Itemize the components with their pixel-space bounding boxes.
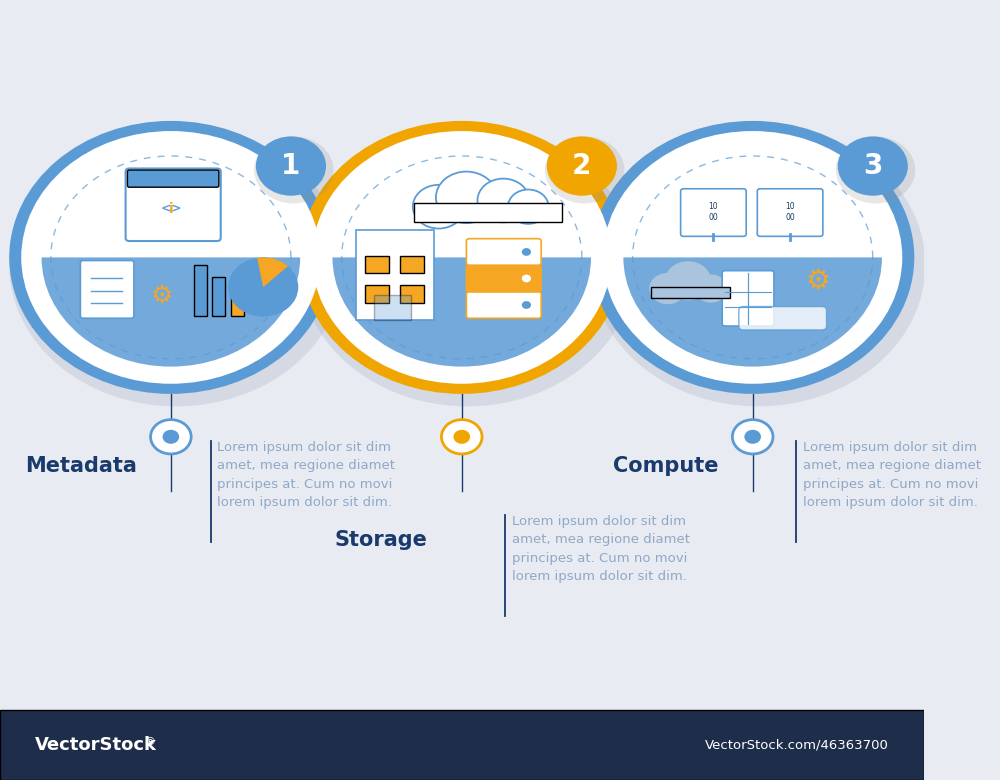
Wedge shape — [257, 257, 288, 287]
FancyBboxPatch shape — [466, 265, 541, 292]
FancyBboxPatch shape — [374, 295, 411, 320]
Text: 10
00: 10 00 — [709, 202, 718, 222]
FancyBboxPatch shape — [466, 239, 541, 265]
Circle shape — [547, 136, 617, 196]
Text: VectorStock: VectorStock — [35, 736, 157, 754]
Text: >: > — [171, 203, 181, 215]
Circle shape — [649, 273, 686, 304]
Circle shape — [694, 275, 728, 303]
Circle shape — [522, 275, 531, 282]
Circle shape — [522, 301, 531, 309]
Circle shape — [441, 420, 482, 454]
Circle shape — [603, 131, 902, 384]
Text: Lorem ipsum dolor sit dim
amet, mea regione diamet
principes at. Cum no movi
lor: Lorem ipsum dolor sit dim amet, mea regi… — [512, 515, 690, 583]
Text: 1: 1 — [281, 152, 301, 180]
Circle shape — [254, 136, 333, 204]
Text: 3: 3 — [863, 152, 882, 180]
Wedge shape — [228, 257, 298, 317]
FancyBboxPatch shape — [757, 189, 823, 236]
Circle shape — [732, 420, 773, 454]
FancyBboxPatch shape — [739, 307, 827, 330]
Circle shape — [21, 131, 320, 384]
FancyBboxPatch shape — [212, 277, 225, 316]
Text: <: < — [160, 203, 171, 215]
Text: 10
00: 10 00 — [785, 202, 795, 222]
Circle shape — [37, 144, 305, 370]
Wedge shape — [42, 257, 300, 367]
Circle shape — [545, 136, 624, 204]
Circle shape — [300, 121, 623, 394]
Text: Lorem ipsum dolor sit dim
amet, mea regione diamet
principes at. Cum no movi
lor: Lorem ipsum dolor sit dim amet, mea regi… — [217, 441, 395, 509]
FancyBboxPatch shape — [400, 285, 424, 303]
Circle shape — [744, 430, 761, 444]
Wedge shape — [623, 257, 882, 367]
Circle shape — [591, 124, 925, 406]
FancyBboxPatch shape — [400, 256, 424, 273]
Circle shape — [836, 136, 915, 204]
Circle shape — [413, 185, 465, 229]
Circle shape — [163, 430, 179, 444]
Text: Compute: Compute — [613, 456, 719, 477]
Text: Storage: Storage — [335, 530, 428, 551]
FancyBboxPatch shape — [231, 292, 244, 316]
Circle shape — [9, 121, 332, 394]
FancyBboxPatch shape — [722, 271, 774, 326]
Text: ⚙: ⚙ — [805, 267, 830, 295]
Circle shape — [619, 144, 887, 370]
Circle shape — [328, 144, 596, 370]
Circle shape — [256, 136, 326, 196]
Circle shape — [300, 124, 634, 406]
Circle shape — [522, 248, 531, 256]
FancyBboxPatch shape — [681, 189, 746, 236]
Circle shape — [151, 420, 191, 454]
Text: ⚙: ⚙ — [150, 285, 173, 308]
Text: i: i — [169, 202, 173, 216]
FancyBboxPatch shape — [365, 285, 389, 303]
Circle shape — [838, 136, 908, 196]
Circle shape — [9, 124, 344, 406]
FancyBboxPatch shape — [127, 170, 219, 187]
Text: VectorStock.com/46363700: VectorStock.com/46363700 — [705, 739, 888, 751]
FancyBboxPatch shape — [0, 710, 924, 780]
Circle shape — [591, 121, 914, 394]
Circle shape — [453, 430, 470, 444]
FancyBboxPatch shape — [80, 261, 134, 318]
Wedge shape — [332, 257, 591, 367]
FancyBboxPatch shape — [194, 265, 207, 316]
Text: Lorem ipsum dolor sit dim
amet, mea regione diamet
principes at. Cum no movi
lor: Lorem ipsum dolor sit dim amet, mea regi… — [803, 441, 981, 509]
Circle shape — [436, 172, 497, 223]
FancyBboxPatch shape — [365, 256, 389, 273]
FancyBboxPatch shape — [651, 287, 730, 298]
Circle shape — [508, 190, 549, 224]
FancyBboxPatch shape — [414, 203, 562, 222]
Circle shape — [665, 261, 711, 300]
FancyBboxPatch shape — [466, 292, 541, 318]
Text: Metadata: Metadata — [25, 456, 137, 477]
FancyBboxPatch shape — [356, 230, 434, 320]
Text: 2: 2 — [572, 152, 592, 180]
Circle shape — [312, 131, 611, 384]
FancyBboxPatch shape — [126, 168, 221, 241]
Circle shape — [477, 179, 529, 222]
Text: ®: ® — [144, 738, 155, 747]
